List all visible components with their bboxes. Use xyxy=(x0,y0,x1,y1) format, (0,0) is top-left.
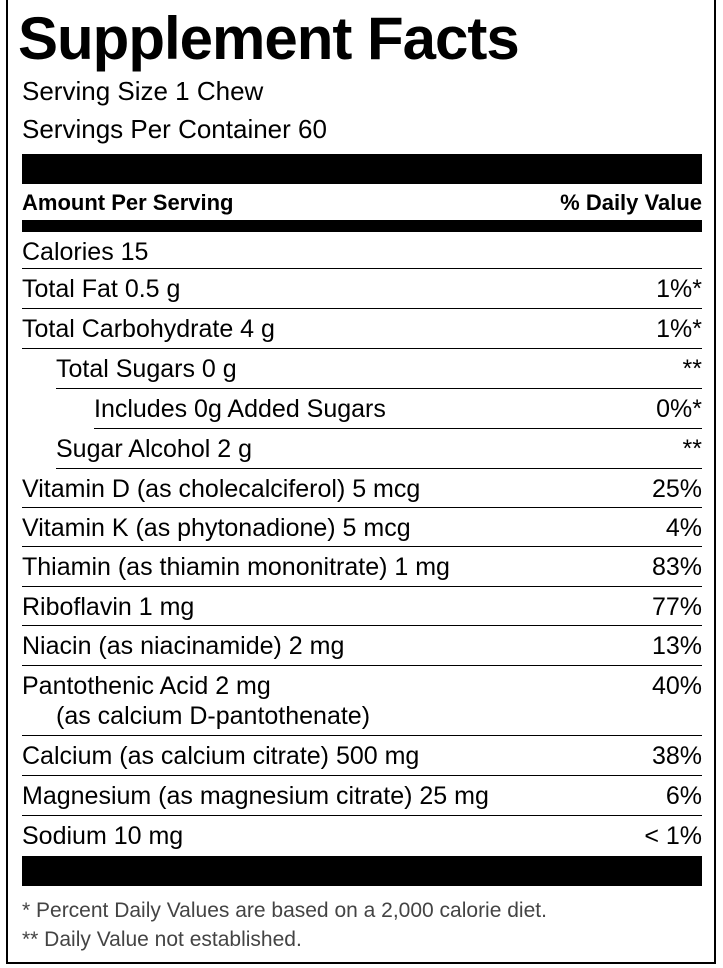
nutrient-label: Thiamin (as thiamin mononitrate) 1 mg xyxy=(22,553,450,581)
nutrient-row: Vitamin D (as cholecalciferol) 5 mcg 25% xyxy=(22,469,702,508)
serving-size: Serving Size 1 Chew xyxy=(22,76,264,106)
nutrient-dv: ** xyxy=(682,355,702,383)
nutrient-dv: 77% xyxy=(651,593,702,621)
nutrient-label: Pantothenic Acid 2 mg xyxy=(22,672,271,700)
nutrient-row: Pantothenic Acid 2 mg (as calcium D-pant… xyxy=(22,666,702,736)
nutrient-row: Riboflavin 1 mg 77% xyxy=(22,587,702,626)
nutrient-label: Vitamin D (as cholecalciferol) 5 mcg xyxy=(22,475,421,503)
nutrient-label: Niacin (as niacinamide) 2 mg xyxy=(22,632,345,660)
nutrient-label: Magnesium (as magnesium citrate) 25 mg xyxy=(22,782,489,810)
nutrient-dv: 38% xyxy=(651,742,702,770)
nutrient-label: Riboflavin 1 mg xyxy=(22,593,195,621)
thick-divider-top xyxy=(22,154,702,184)
nutrient-dv: ** xyxy=(682,435,702,463)
nutrient-dv: 0%* xyxy=(656,395,702,423)
nutrient-dv: 25% xyxy=(651,475,702,503)
thick-divider-bottom xyxy=(22,856,702,886)
nutrient-dv: < 1% xyxy=(644,822,702,850)
nutrient-dv: 6% xyxy=(665,782,702,810)
nutrient-dv: 40% xyxy=(651,672,702,700)
nutrient-label: Total Fat 0.5 g xyxy=(22,275,181,303)
panel-title: Supplement Facts xyxy=(18,5,520,72)
nutrient-label: Calcium (as calcium citrate) 500 mg xyxy=(22,742,420,770)
nutrient-row: Magnesium (as magnesium citrate) 25 mg 6… xyxy=(22,776,702,816)
nutrient-label: Vitamin K (as phytonadione) 5 mcg xyxy=(22,514,411,542)
daily-value-header: % Daily Value xyxy=(560,190,702,215)
supplement-facts-panel: Supplement Facts Serving Size 1 Chew Ser… xyxy=(6,0,716,964)
nutrient-row: Total Fat 0.5 g 1%* xyxy=(22,269,702,309)
footnote-not-established: ** Daily Value not established. xyxy=(22,928,302,951)
amount-per-serving-header: Amount Per Serving xyxy=(22,190,234,215)
nutrient-label: Total Sugars 0 g xyxy=(56,355,237,383)
nutrient-dv: 4% xyxy=(665,514,702,542)
nutrient-row: Niacin (as niacinamide) 2 mg 13% xyxy=(22,626,702,666)
nutrient-row: Calories 15 xyxy=(22,232,702,269)
nutrient-row: Vitamin K (as phytonadione) 5 mcg 4% xyxy=(22,508,702,547)
thick-divider-header xyxy=(22,220,702,232)
nutrient-dv: 83% xyxy=(651,553,702,581)
nutrient-label: Sugar Alcohol 2 g xyxy=(56,435,252,463)
nutrient-label: Calories 15 xyxy=(22,238,149,266)
nutrient-label: Total Carbohydrate 4 g xyxy=(22,315,275,343)
nutrient-row: Thiamin (as thiamin mononitrate) 1 mg 83… xyxy=(22,547,702,587)
nutrient-row: Calcium (as calcium citrate) 500 mg 38% xyxy=(22,736,702,776)
nutrient-row: Total Sugars 0 g ** xyxy=(56,349,702,389)
nutrient-label: Sodium 10 mg xyxy=(22,822,184,850)
servings-per-container: Servings Per Container 60 xyxy=(22,114,327,144)
nutrient-label: Includes 0g Added Sugars xyxy=(94,395,386,423)
nutrient-dv: 1%* xyxy=(656,275,702,303)
nutrient-row: Sodium 10 mg < 1% xyxy=(22,816,702,856)
nutrient-row: Total Carbohydrate 4 g 1%* xyxy=(22,309,702,349)
nutrient-dv: 1%* xyxy=(656,315,702,343)
column-header: Amount Per Serving % Daily Value xyxy=(22,184,702,220)
nutrient-sublabel: (as calcium D-pantothenate) xyxy=(56,702,371,730)
nutrient-dv: 13% xyxy=(651,632,702,660)
nutrient-row: Sugar Alcohol 2 g ** xyxy=(56,429,702,469)
footnote-dv: * Percent Daily Values are based on a 2,… xyxy=(22,899,547,922)
nutrient-row: Includes 0g Added Sugars 0%* xyxy=(94,389,702,429)
